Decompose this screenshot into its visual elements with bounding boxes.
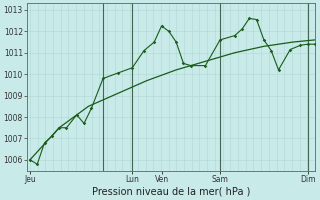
X-axis label: Pression niveau de la mer( hPa ): Pression niveau de la mer( hPa ) <box>92 187 250 197</box>
